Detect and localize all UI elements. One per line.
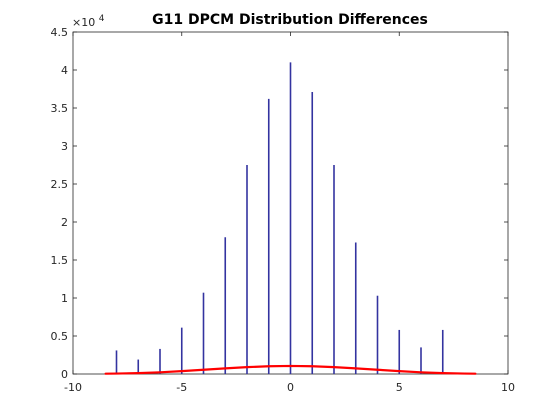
y-tick-label: 4 — [61, 64, 68, 77]
y-tick-label: 2 — [61, 216, 68, 229]
y-tick-label: 0.5 — [51, 330, 69, 343]
y-multiplier-exponent: 4 — [99, 14, 105, 24]
fit-curve — [104, 364, 477, 375]
y-tick-label: 3 — [61, 140, 68, 153]
y-tick-label: 0 — [61, 368, 68, 381]
y-multiplier-base: ×10 — [72, 16, 95, 29]
y-tick-label: 1.5 — [51, 254, 69, 267]
x-tick-label: 5 — [396, 381, 403, 394]
y-tick-label: 3.5 — [51, 102, 69, 115]
plot-area: 0 0.5 1 1.5 2 2.5 3 3.5 4 4.5 -10 -5 0 5 10 — [51, 26, 516, 394]
x-tick-label: 0 — [287, 381, 294, 394]
y-tick-label: 1 — [61, 292, 68, 305]
y-tick-label: 2.5 — [51, 178, 69, 191]
x-tick-label: -10 — [64, 381, 82, 394]
chart-title: G11 DPCM Distribution Differences — [152, 12, 428, 28]
y-tick-label: 4.5 — [51, 26, 69, 39]
x-tick-label: -5 — [176, 381, 187, 394]
x-tick-label: 10 — [501, 381, 515, 394]
y-multiplier: ×10 4 — [72, 14, 105, 29]
